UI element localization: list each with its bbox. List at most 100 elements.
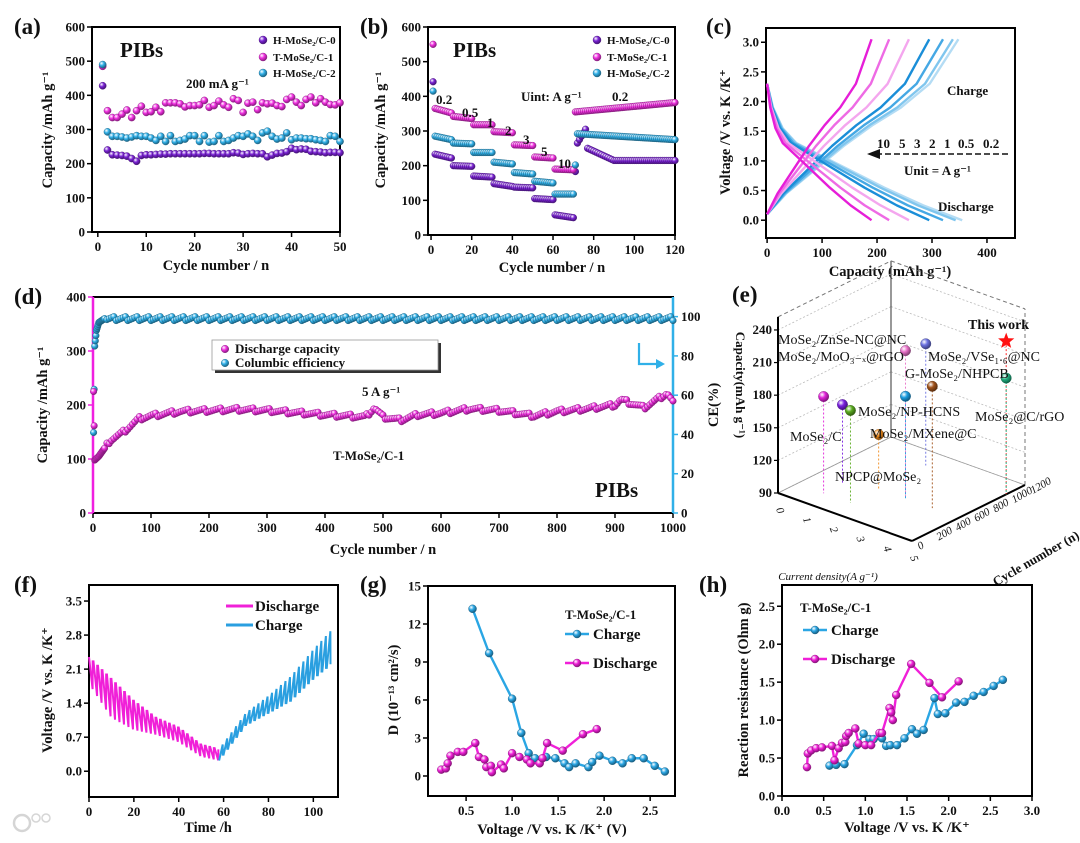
rate-label: 3 — [914, 136, 921, 151]
data-point — [930, 693, 939, 703]
data-point — [98, 60, 107, 69]
data-point — [926, 380, 938, 392]
x-tick-label: 20 — [465, 242, 478, 257]
panel-label: (e) — [732, 282, 758, 307]
rate-label: 10 — [558, 156, 571, 171]
data-point — [487, 767, 497, 777]
plot-frame — [92, 296, 674, 514]
data-point — [132, 157, 141, 166]
gitt-curve-discharge — [88, 656, 220, 761]
data-point — [336, 99, 344, 107]
rate-label: 2 — [505, 123, 512, 138]
data-point — [123, 106, 131, 114]
x-tick-label: 800 — [547, 520, 567, 535]
annotation-unit: Uint: A g⁻¹ — [521, 89, 582, 104]
x-tick-label: 3.0 — [1024, 803, 1040, 818]
y-tick-label: 0 — [415, 228, 422, 243]
data-point — [912, 729, 922, 738]
x-tick-label: 80 — [262, 804, 275, 819]
data-point — [595, 751, 604, 760]
axis-line — [890, 260, 1026, 310]
x-tick-label: 2.5 — [642, 803, 659, 818]
x-tick-label: 5 — [907, 554, 920, 564]
rate-label: 0.2 — [983, 136, 999, 151]
y-tick-label: 400 — [67, 290, 87, 305]
y-tick-label: 500 — [402, 54, 422, 69]
data-point — [859, 729, 868, 738]
x-tick-label: 300 — [922, 245, 942, 260]
data-point — [508, 160, 516, 168]
y-tick-label: 0.7 — [66, 730, 83, 745]
data-point — [671, 136, 679, 144]
x-axis-title: Cycle number / n — [499, 260, 605, 276]
data-point — [429, 78, 437, 86]
y-tick-label: 0.5 — [759, 751, 776, 766]
data-point — [249, 132, 257, 141]
data-point — [542, 738, 552, 748]
point-label: MoSe₂/NP-HCNS — [858, 405, 960, 420]
axis-line — [777, 260, 892, 318]
x-tick-label: 50 — [334, 239, 347, 254]
data-point — [571, 759, 580, 768]
discharge-curve-10 — [765, 83, 873, 222]
data-point — [90, 428, 98, 436]
data-point — [215, 131, 223, 140]
y2-tick-label: 60 — [681, 388, 694, 403]
data-point — [132, 106, 141, 115]
x-tick-label: 1.5 — [899, 803, 916, 818]
data-point — [118, 110, 126, 118]
data-point — [608, 756, 617, 765]
x-tick-label: 20 — [127, 804, 140, 819]
y-tick-label: 0.5 — [743, 183, 760, 198]
data-point — [515, 752, 524, 762]
y-tick-label: 0 — [79, 225, 86, 240]
data-point — [263, 127, 272, 136]
data-point — [951, 698, 961, 707]
y2-tick-label: 40 — [681, 427, 694, 442]
data-point — [443, 759, 452, 768]
x-tick-label: 100 — [812, 245, 832, 260]
data-point — [900, 390, 911, 402]
data-point — [336, 148, 344, 157]
data-point — [998, 675, 1008, 685]
y-tick-label: 15 — [408, 579, 422, 594]
data-point — [538, 754, 547, 763]
data-point — [484, 648, 494, 658]
point-label: MoSe₂/MXene@C — [870, 427, 976, 442]
y-tick-label: 300 — [66, 122, 86, 137]
data-point — [639, 754, 648, 763]
data-point — [152, 136, 160, 145]
data-point — [941, 709, 950, 718]
gitt-curve-charge — [218, 631, 332, 761]
data-point — [660, 767, 670, 776]
data-point — [321, 137, 330, 146]
data-point — [488, 121, 496, 129]
data-point — [195, 137, 204, 146]
y-tick-label: 2.1 — [66, 662, 82, 677]
annotation-charge: Charge — [947, 83, 988, 98]
data-point — [818, 391, 830, 402]
y-axis-title: Cycle number (n) — [990, 527, 1080, 589]
x-tick-label: 60 — [547, 242, 560, 257]
legend-marker — [258, 52, 268, 62]
y2-tick-label: 80 — [681, 348, 694, 363]
y-tick-label: 0 — [415, 768, 422, 783]
data-point — [468, 162, 476, 170]
data-point — [137, 102, 146, 111]
legend-marker — [572, 629, 582, 639]
x-tick-label: 700 — [489, 520, 509, 535]
panel-label: (a) — [14, 14, 41, 39]
legend-label: Columbic efficiency — [235, 355, 346, 370]
y-tick-label: 800 — [991, 496, 1012, 515]
data-point — [508, 129, 516, 137]
x-tick-label: 80 — [587, 242, 600, 257]
data-point — [224, 103, 233, 112]
legend-marker — [258, 68, 268, 78]
data-point — [152, 103, 160, 112]
y-axis-title: Voltage /V vs. K /K⁺ — [40, 627, 56, 753]
rate-label: 1 — [944, 136, 951, 151]
x-tick-label: 40 — [506, 242, 519, 257]
x-tick-label: 0 — [773, 506, 786, 516]
x-tick-label: 2.0 — [596, 803, 612, 818]
